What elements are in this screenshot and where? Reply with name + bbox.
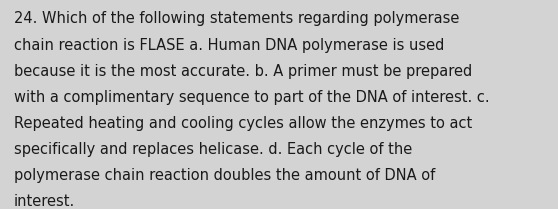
Text: polymerase chain reaction doubles the amount of DNA of: polymerase chain reaction doubles the am…: [14, 168, 435, 183]
Text: Repeated heating and cooling cycles allow the enzymes to act: Repeated heating and cooling cycles allo…: [14, 116, 472, 131]
Text: because it is the most accurate. b. A primer must be prepared: because it is the most accurate. b. A pr…: [14, 64, 472, 79]
Text: with a complimentary sequence to part of the DNA of interest. c.: with a complimentary sequence to part of…: [14, 90, 489, 105]
Text: chain reaction is FLASE a. Human DNA polymerase is used: chain reaction is FLASE a. Human DNA pol…: [14, 38, 444, 53]
Text: interest.: interest.: [14, 194, 75, 209]
Text: 24. Which of the following statements regarding polymerase: 24. Which of the following statements re…: [14, 11, 459, 27]
Text: specifically and replaces helicase. d. Each cycle of the: specifically and replaces helicase. d. E…: [14, 142, 412, 157]
